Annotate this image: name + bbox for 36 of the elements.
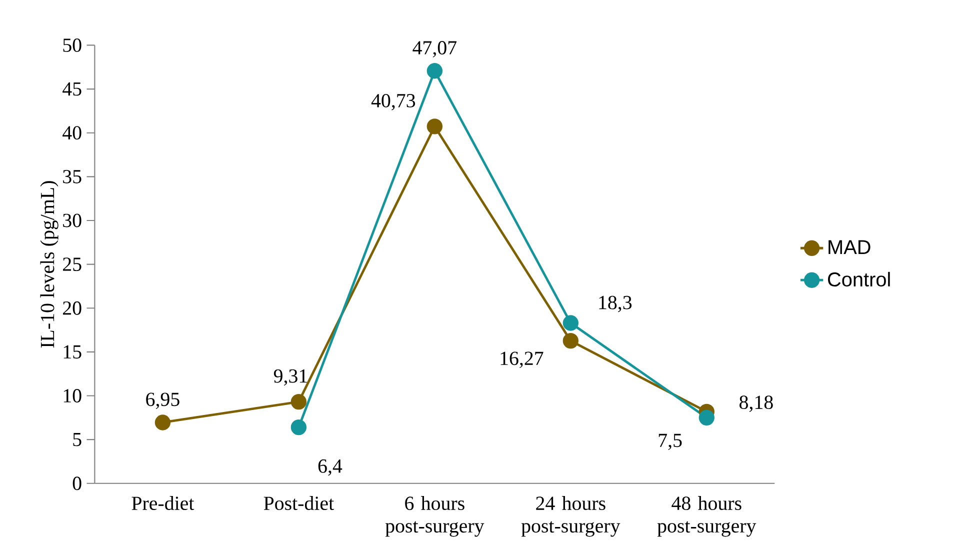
x-tick-label: 24 hours post-surgery	[521, 496, 620, 537]
data-label: 47,07	[412, 40, 456, 58]
y-tick-label: 20	[63, 301, 82, 315]
legend-label: MAD	[828, 240, 870, 254]
x-tick-label: Pre-diet	[132, 496, 194, 510]
x-tick-label: Post-diet	[264, 496, 334, 510]
data-label: 18,3	[599, 296, 632, 312]
y-tick-label: 10	[64, 388, 82, 402]
data-label: 9,31	[274, 369, 307, 386]
y-tick-label: 30	[63, 214, 82, 228]
y-tick-label: 25	[63, 258, 82, 271]
y-tick-label: 35	[63, 170, 82, 184]
data-label: 7,5	[658, 434, 682, 450]
point	[426, 62, 443, 79]
y-tick-label: 40	[62, 126, 82, 140]
point	[562, 315, 578, 331]
point	[290, 394, 307, 410]
data-label: 8,18	[740, 395, 773, 412]
data-label: 40,73	[371, 94, 416, 110]
x-tick-label: 6 hours post-surgery	[385, 496, 484, 537]
point	[426, 118, 443, 134]
y-tick-label: 15	[64, 345, 82, 359]
point	[154, 414, 171, 430]
point	[562, 332, 578, 349]
y-tick-label: 45	[62, 82, 82, 96]
point	[698, 410, 714, 426]
y-axis-title: IL-10 levels (pg/mL)	[40, 181, 58, 348]
y-tick-label: 5	[73, 432, 82, 446]
data-label: 6,4	[318, 459, 342, 476]
y-tick-label: 50	[63, 38, 82, 52]
data-label: 16,27	[500, 352, 544, 368]
y-tick-label: 0	[72, 476, 82, 490]
data-label: 6,95	[146, 392, 180, 409]
point	[290, 419, 307, 436]
legend-label: Control	[828, 272, 890, 286]
x-tick-label: 48 hours post-surgery	[657, 496, 756, 537]
